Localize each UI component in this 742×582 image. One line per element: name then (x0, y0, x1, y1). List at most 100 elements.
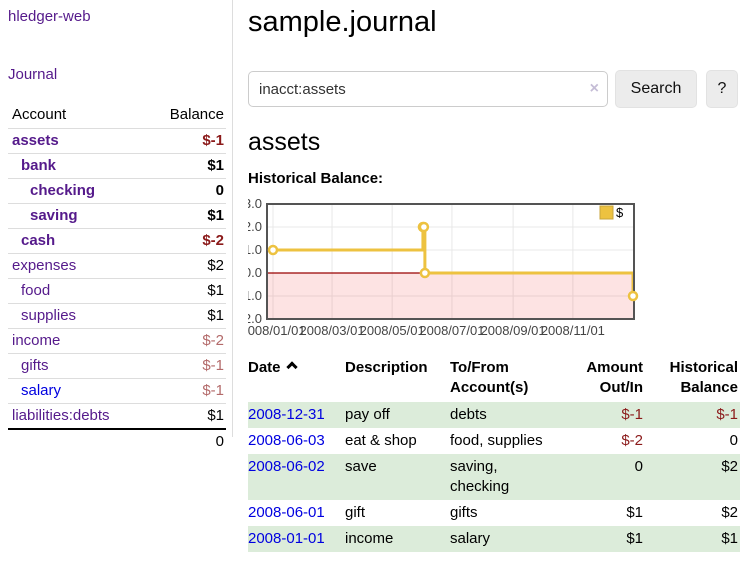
transaction-date-link[interactable]: 2008-06-03 (248, 432, 325, 449)
svg-text:2008/03/01: 2008/03/01 (300, 323, 365, 338)
sort-ascending-icon (285, 361, 298, 373)
transaction-accounts: food, supplies (450, 432, 543, 449)
accounts-balance-table: Account Balance assets $-1 bank $1 checking 0… (8, 102, 226, 454)
transaction-accounts: saving, checking (450, 458, 510, 495)
account-link[interactable]: liabilities:debts (12, 407, 110, 424)
account-balance: $2 (144, 253, 226, 279)
transaction-row: 2008-06-03 eat & shop food, supplies $-2 0 (248, 428, 740, 454)
account-row: gifts $-1 (8, 353, 226, 379)
main-content: sample.journal × Search ? assets Histori… (248, 4, 742, 552)
transaction-date: 2008-06-01 (248, 500, 345, 526)
svg-text:-1.0: -1.0 (248, 288, 262, 303)
svg-text:0.0: 0.0 (248, 265, 262, 280)
register-header-balance: Historical Balance (669, 359, 738, 396)
transaction-description: income (345, 530, 394, 547)
svg-text:1.0: 1.0 (248, 242, 262, 257)
transaction-balance: $2 (721, 458, 738, 475)
account-balance: $-2 (144, 228, 226, 254)
account-row: food $1 (8, 278, 226, 304)
register-header-row: Date Description To/From Account(s) Amou… (248, 356, 740, 402)
help-button[interactable]: ? (706, 70, 738, 108)
search-form: × Search ? (248, 70, 742, 108)
svg-text:2008/05/01: 2008/05/01 (360, 323, 425, 338)
transaction-amount: $1 (626, 530, 643, 547)
transaction-accounts: salary (450, 530, 491, 547)
search-button[interactable]: Search (615, 70, 697, 108)
svg-text:3.0: 3.0 (248, 196, 262, 211)
register-header-description: Description (345, 359, 428, 376)
account-link[interactable]: assets (12, 132, 59, 149)
accounts-total: 0 (144, 428, 226, 454)
account-balance: $1 (144, 153, 226, 179)
accounts-header-balance: Balance (169, 106, 224, 123)
account-balance: $-1 (144, 378, 226, 404)
account-balance: 0 (144, 178, 226, 204)
account-balance: $1 (144, 303, 226, 329)
account-link[interactable]: income (12, 332, 61, 349)
transaction-description: gift (345, 504, 366, 521)
account-row: saving $1 (8, 203, 226, 229)
transaction-date-link[interactable]: 2008-12-31 (248, 406, 325, 423)
app-title-link[interactable]: hledger-web (8, 8, 91, 25)
account-link[interactable]: expenses (12, 257, 77, 274)
register-header-date[interactable]: Date (248, 356, 345, 402)
account-row: cash $-2 (8, 228, 226, 254)
account-row: expenses $2 (8, 253, 226, 279)
chart-section-label: Historical Balance: (248, 170, 384, 187)
transaction-date-link[interactable]: 2008-01-01 (248, 530, 325, 547)
account-link[interactable]: checking (30, 182, 96, 199)
transaction-description: pay off (345, 406, 390, 423)
account-link[interactable]: bank (21, 157, 57, 174)
account-link[interactable]: food (21, 282, 51, 299)
transaction-date-link[interactable]: 2008-06-01 (248, 504, 325, 521)
transaction-date: 2008-06-03 (248, 428, 345, 454)
account-row: liabilities:debts $1 (8, 403, 226, 429)
historical-balance-chart: $3.0 2.0 1.0 0.0 -1.0 -2.02008/01/012008/03/0… (248, 196, 639, 338)
account-link[interactable]: saving (30, 207, 78, 224)
account-row: income $-2 (8, 328, 226, 354)
account-balance: $1 (144, 278, 226, 304)
accounts-header-row: Account Balance (8, 102, 226, 129)
search-box: × (248, 71, 608, 107)
transaction-amount: $-2 (621, 432, 643, 449)
svg-text:2008/01/01: 2008/01/01 (248, 323, 306, 338)
clear-search-icon[interactable]: × (589, 80, 599, 97)
transaction-date: 2008-01-01 (248, 526, 345, 552)
account-link[interactable]: supplies (21, 307, 77, 324)
svg-text:2008/09/01: 2008/09/01 (481, 323, 546, 338)
accounts-total-row: 0 (8, 428, 226, 454)
transaction-amount: $-1 (621, 406, 643, 423)
account-balance: $-1 (144, 353, 226, 379)
transaction-row: 2008-06-02 save saving, checking 0 $2 (248, 454, 740, 500)
account-balance: $-1 (144, 128, 226, 154)
account-row: supplies $1 (8, 303, 226, 329)
account-balance: $1 (144, 403, 226, 429)
account-title: assets (248, 128, 321, 156)
account-link[interactable]: salary (21, 382, 62, 399)
accounts-header-account: Account (12, 106, 67, 123)
register-header-amount: Amount Out/In (586, 359, 643, 396)
transaction-row: 2008-12-31 pay off debts $-1 $-1 (248, 402, 740, 428)
transaction-balance: 0 (729, 432, 738, 449)
transaction-amount: $1 (626, 504, 643, 521)
register-header-accounts: To/From Account(s) (450, 359, 529, 396)
legend-label: $ (616, 205, 624, 220)
account-row: bank $1 (8, 153, 226, 179)
transaction-date: 2008-12-31 (248, 402, 345, 428)
search-input[interactable] (248, 71, 608, 107)
transaction-date-link[interactable]: 2008-06-02 (248, 458, 325, 475)
account-balance: $-2 (144, 328, 226, 354)
account-link[interactable]: cash (21, 232, 56, 249)
account-balance: $1 (144, 203, 226, 229)
account-row: assets $-1 (8, 128, 226, 154)
transaction-accounts: debts (450, 406, 487, 423)
transaction-row: 2008-01-01 income salary $1 $1 (248, 526, 740, 552)
svg-text:-2.0: -2.0 (248, 311, 262, 326)
svg-text:2008/11/01: 2008/11/01 (541, 323, 605, 338)
sidebar-item-journal[interactable]: Journal (8, 66, 58, 83)
transaction-balance: $2 (721, 504, 738, 521)
transaction-balance: $1 (721, 530, 738, 547)
account-link[interactable]: gifts (21, 357, 49, 374)
transaction-row: 2008-06-01 gift gifts $1 $2 (248, 500, 740, 526)
